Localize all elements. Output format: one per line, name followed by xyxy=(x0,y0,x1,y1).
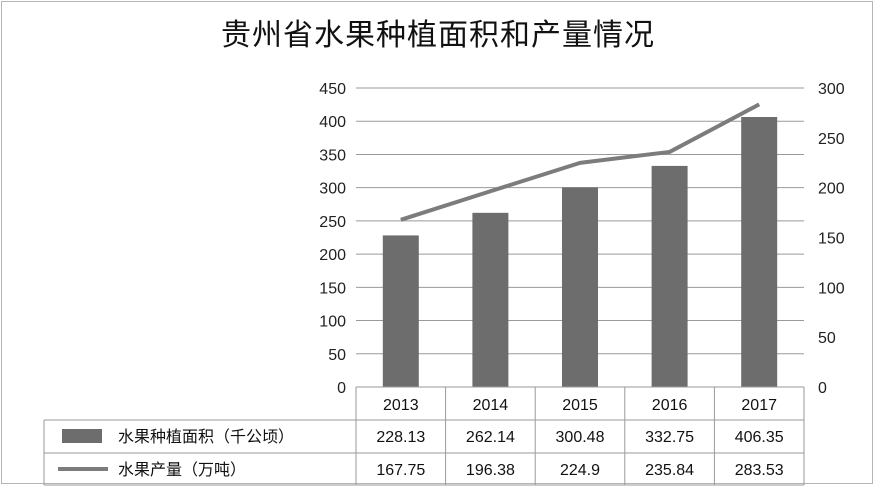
y-left-tick-label: 300 xyxy=(319,181,346,198)
table-cell: 406.35 xyxy=(735,429,784,446)
y-right-tick-label: 200 xyxy=(818,181,845,198)
table-cell: 224.9 xyxy=(560,462,600,479)
category-label: 2016 xyxy=(652,397,688,414)
data-table: 2013 2014 2015 2016 2017 水果种植面积（千公顷） 228.13 262… xyxy=(43,386,805,486)
y-left-tick-label: 100 xyxy=(319,314,346,331)
y-left-tick-label: 200 xyxy=(319,247,346,264)
table-cell: 262.14 xyxy=(466,429,515,446)
category-label: 2014 xyxy=(473,397,509,414)
y-right-tick-label: 100 xyxy=(818,280,845,297)
y-right-tick-label: 0 xyxy=(818,380,827,397)
bar-layer xyxy=(382,117,778,388)
y-left-tick-label: 400 xyxy=(319,114,346,131)
bar xyxy=(651,165,688,387)
table-cell: 283.53 xyxy=(735,462,784,479)
table-cell: 228.13 xyxy=(376,429,425,446)
table-cell: 196.38 xyxy=(466,462,515,479)
table-cell: 167.75 xyxy=(376,462,425,479)
table-cell: 235.84 xyxy=(645,462,694,479)
y-right-tick-label: 150 xyxy=(818,231,845,248)
table-cell: 300.48 xyxy=(556,429,605,446)
y-right-tick-label: 50 xyxy=(818,330,836,347)
axis-layer: 0 50 100 150 200 250 300 350 400 450 0 50 100 150 200 2… xyxy=(319,81,845,397)
y-right-tick-label: 250 xyxy=(818,131,845,148)
bar xyxy=(562,187,598,387)
bar xyxy=(472,212,509,387)
y-right-tick-label: 300 xyxy=(818,81,845,98)
category-label: 2017 xyxy=(741,397,777,414)
y-left-tick-label: 150 xyxy=(319,280,346,297)
y-left-tick-label: 350 xyxy=(319,147,346,164)
legend-label: 水果产量（万吨） xyxy=(118,460,246,479)
legend-swatch-bar xyxy=(62,429,102,443)
line-layer xyxy=(400,102,761,222)
table-cell: 332.75 xyxy=(645,429,694,446)
y-left-tick-label: 250 xyxy=(319,214,346,231)
category-label: 2015 xyxy=(562,397,598,414)
bar xyxy=(382,235,419,387)
category-label: 2013 xyxy=(383,397,419,414)
legend-label: 水果种植面积（千公顷） xyxy=(118,427,294,446)
y-left-tick-label: 450 xyxy=(319,81,346,98)
y-left-tick-label: 50 xyxy=(328,347,346,364)
chart-title: 贵州省水果种植面积和产量情况 xyxy=(221,18,655,53)
bar xyxy=(741,117,778,388)
y-left-tick-label: 0 xyxy=(337,380,346,397)
